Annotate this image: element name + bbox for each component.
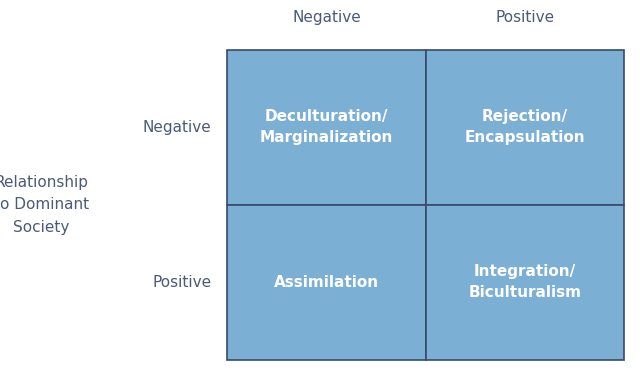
Text: Deculturation/
Marginalization: Deculturation/ Marginalization <box>260 110 393 145</box>
Text: Relationship
to Dominant
Society: Relationship to Dominant Society <box>0 175 89 235</box>
Text: Negative: Negative <box>292 10 361 25</box>
Text: Integration/
Biculturalism: Integration/ Biculturalism <box>468 265 581 300</box>
Bar <box>227 205 426 360</box>
Text: Negative: Negative <box>143 120 211 135</box>
Text: Positive: Positive <box>152 275 211 290</box>
Bar <box>426 205 624 360</box>
Bar <box>227 50 426 205</box>
Bar <box>426 50 624 205</box>
Text: Assimilation: Assimilation <box>274 275 379 290</box>
Text: Rejection/
Encapsulation: Rejection/ Encapsulation <box>465 110 585 145</box>
Text: Positive: Positive <box>495 10 554 25</box>
